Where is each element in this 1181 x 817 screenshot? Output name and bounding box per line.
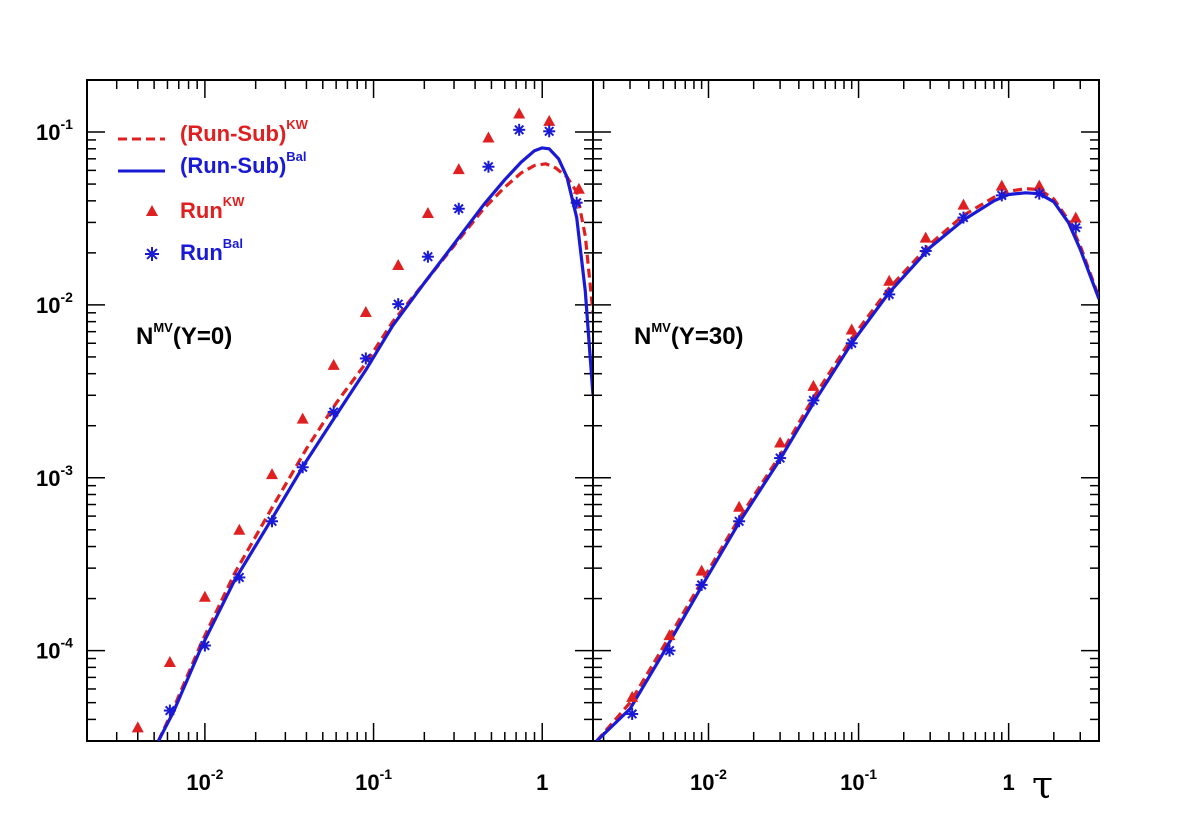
series-group bbox=[595, 179, 1099, 741]
run-bal-point bbox=[733, 515, 746, 528]
series-run-sub-bal-line bbox=[156, 146, 593, 741]
run-kw-point bbox=[296, 412, 309, 424]
x-tick-label: 10-2 bbox=[186, 766, 223, 795]
run-bal-point bbox=[883, 288, 896, 301]
run-kw-point bbox=[733, 500, 746, 512]
panel-left-y-tick-labels: 10-1 10-2 10-3 10-4 bbox=[36, 116, 73, 664]
run-bal-point bbox=[452, 202, 465, 215]
run-bal-point bbox=[543, 125, 556, 138]
panel-right-x-tick-labels: 10-2 10-1 1 bbox=[690, 766, 1015, 795]
panel-left-x-tick-labels: 10-2 10-1 1 bbox=[186, 766, 548, 795]
panel-right-label: NMV(Y=30) bbox=[634, 320, 744, 350]
run-bal-point bbox=[1033, 187, 1046, 200]
run-bal-point bbox=[163, 704, 176, 717]
run-bal-point bbox=[1069, 221, 1082, 234]
series-group bbox=[131, 107, 593, 741]
run-bal-point bbox=[482, 160, 495, 173]
panel-right: 10-2 10-1 1 NMV(Y=30) τ bbox=[592, 79, 1100, 807]
x-tick-label: 10-2 bbox=[690, 766, 727, 795]
run-kw-point bbox=[919, 231, 932, 243]
y-tick-label: 10-1 bbox=[36, 116, 73, 145]
legend-entry-run-sub-kw: (Run-Sub)KW bbox=[180, 117, 309, 146]
run-kw-point bbox=[392, 259, 405, 271]
y-tick-label: 10-4 bbox=[36, 635, 73, 664]
run-bal-point bbox=[570, 196, 583, 209]
y-tick-label: 10-2 bbox=[36, 289, 73, 318]
run-kw-point bbox=[131, 721, 144, 733]
x-tick-label: 1 bbox=[536, 770, 548, 795]
run-bal-point bbox=[327, 406, 340, 419]
panel-left-label: NMV(Y=0) bbox=[136, 320, 232, 350]
run-bal-point bbox=[421, 250, 434, 263]
run-bal-point bbox=[957, 211, 970, 224]
run-kw-point bbox=[572, 182, 585, 194]
panel-left-series bbox=[131, 107, 593, 741]
run-kw-point bbox=[1069, 211, 1082, 223]
run-bal-point bbox=[359, 352, 372, 365]
run-kw-point bbox=[845, 323, 858, 335]
run-kw-point bbox=[807, 379, 820, 391]
run-bal-point bbox=[296, 461, 309, 474]
run-kw-point bbox=[883, 274, 896, 286]
run-bal-point bbox=[845, 337, 858, 350]
panel-right-ticks bbox=[593, 79, 1100, 742]
run-kw-point bbox=[266, 468, 279, 480]
y-tick-label: 10-3 bbox=[36, 462, 73, 491]
legend: (Run-Sub)KW (Run-Sub)Bal RunKW RunBal bbox=[118, 117, 309, 265]
run-kw-point bbox=[774, 436, 787, 448]
run-bal-point bbox=[513, 123, 526, 136]
run-kw-point bbox=[957, 198, 970, 210]
run-kw-point bbox=[695, 564, 708, 576]
run-kw-point bbox=[421, 207, 434, 219]
run-kw-point bbox=[663, 629, 676, 641]
legend-entry-run-sub-bal: (Run-Sub)Bal bbox=[180, 149, 307, 178]
run-bal-point bbox=[266, 515, 279, 528]
panel-left: 10-1 10-2 10-3 10-4 10-2 10-1 1 NMV(Y=0) (Run… bbox=[36, 79, 594, 795]
run-kw-point bbox=[513, 107, 526, 119]
x-tick-label: 10-1 bbox=[840, 766, 877, 795]
run-bal-point bbox=[198, 639, 211, 652]
run-kw-point bbox=[626, 690, 639, 702]
run-bal-point bbox=[774, 452, 787, 465]
legend-asterisk-marker bbox=[145, 247, 159, 261]
run-bal-point bbox=[919, 245, 932, 258]
run-bal-point bbox=[392, 298, 405, 311]
legend-entry-run-bal: RunBal bbox=[180, 236, 243, 265]
run-kw-point bbox=[1033, 179, 1046, 191]
run-bal-point bbox=[695, 578, 708, 591]
run-kw-point bbox=[995, 179, 1008, 191]
run-bal-point bbox=[995, 189, 1008, 202]
run-kw-point bbox=[359, 305, 372, 317]
x-tick-label: 1 bbox=[1003, 770, 1015, 795]
run-bal-point bbox=[807, 394, 820, 407]
run-bal-point bbox=[626, 707, 639, 720]
panel-right-series bbox=[595, 179, 1099, 741]
run-kw-point bbox=[198, 590, 211, 602]
legend-triangle-marker bbox=[146, 205, 158, 216]
run-kw-point bbox=[452, 163, 465, 175]
legend-entry-run-kw: RunKW bbox=[180, 194, 245, 223]
run-kw-point bbox=[327, 358, 340, 370]
x-tick-label: 10-1 bbox=[355, 766, 392, 795]
run-kw-point bbox=[543, 114, 556, 126]
legend-asterisk-glyph bbox=[145, 247, 159, 261]
run-kw-point bbox=[163, 655, 176, 667]
run-bal-point bbox=[233, 571, 246, 584]
run-kw-point bbox=[482, 131, 495, 143]
x-axis-label: τ bbox=[1032, 763, 1053, 807]
run-kw-point bbox=[233, 523, 246, 535]
run-bal-point bbox=[663, 644, 676, 657]
series-run-sub-kw-line bbox=[595, 187, 1099, 741]
